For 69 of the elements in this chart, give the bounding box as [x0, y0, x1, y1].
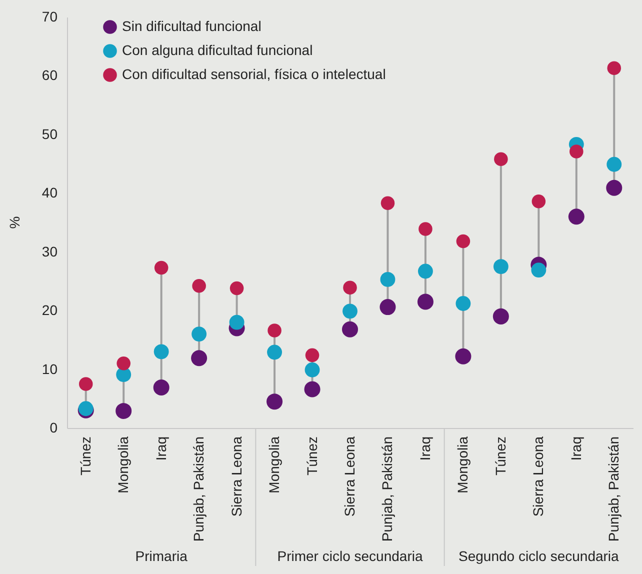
point	[266, 394, 283, 410]
y-tick-label: 70	[42, 8, 58, 24]
point	[343, 280, 357, 295]
point	[493, 259, 508, 274]
x-tick-label: Mongolia	[266, 436, 282, 494]
point	[78, 377, 93, 391]
legend-label: Con dificultad sensorial, física o intelectual	[122, 66, 386, 82]
y-tick-label: 30	[42, 243, 58, 260]
y-tick-label: 40	[42, 184, 58, 201]
y-tick-label: 50	[42, 126, 58, 142]
x-tick-label: Mongolia	[115, 436, 132, 494]
point	[191, 350, 208, 366]
x-tick-label: Punjab, Pakistán	[190, 436, 207, 542]
point	[607, 61, 622, 75]
point	[606, 156, 622, 172]
point	[192, 279, 206, 293]
point	[494, 152, 508, 166]
point	[154, 344, 169, 360]
x-tick-label: Sierra Leona	[342, 436, 358, 517]
point	[606, 180, 622, 196]
point	[304, 381, 320, 398]
point	[418, 264, 433, 279]
legend-label: Con alguna dificultad funcional	[122, 42, 313, 58]
x-tick-label: Punjab, Pakistán	[379, 436, 396, 542]
y-axis-title: %	[6, 216, 22, 229]
x-tick-label: Iraq	[152, 436, 169, 461]
y-tick-label: 60	[42, 67, 58, 84]
point	[342, 321, 358, 338]
point	[192, 326, 207, 342]
point	[417, 294, 434, 310]
point	[305, 348, 320, 362]
legend-label: Sin dificultad funcional	[122, 18, 262, 34]
text: Primer ciclo secundaria	[277, 548, 423, 564]
point	[154, 260, 168, 275]
x-tick-label: Túnez	[492, 436, 508, 476]
point	[268, 324, 282, 338]
point	[570, 144, 584, 158]
x-tick-label: Iraq	[416, 436, 433, 461]
point	[568, 208, 584, 225]
x-tick-label: Sierra Leona	[228, 436, 244, 517]
point	[116, 356, 130, 370]
point	[116, 402, 132, 419]
point	[229, 314, 244, 330]
text: Primaria	[135, 548, 188, 564]
point	[532, 194, 546, 208]
point	[456, 234, 470, 248]
text: Segundo ciclo secundaria	[458, 548, 620, 564]
y-tick-label: 10	[42, 360, 58, 377]
point	[380, 272, 396, 287]
point	[267, 344, 282, 360]
x-tick-label: Punjab, Pakistán	[606, 436, 622, 542]
y-tick-label: 20	[42, 302, 58, 318]
point	[380, 196, 395, 210]
point	[380, 299, 396, 316]
point	[230, 281, 244, 296]
x-tick-label: Sierra Leona	[530, 436, 546, 517]
point	[531, 262, 546, 278]
x-tick-label: Túnez	[77, 436, 94, 476]
point	[492, 308, 509, 324]
point	[342, 304, 358, 319]
point	[455, 348, 472, 364]
point	[418, 222, 432, 236]
point	[456, 296, 471, 311]
point	[304, 362, 320, 378]
point	[153, 379, 170, 396]
x-tick-label: Mongolia	[454, 436, 471, 494]
x-tick-label: Túnez	[304, 436, 320, 476]
x-tick-label: Iraq	[568, 436, 584, 461]
y-tick-label: 0	[50, 420, 58, 436]
